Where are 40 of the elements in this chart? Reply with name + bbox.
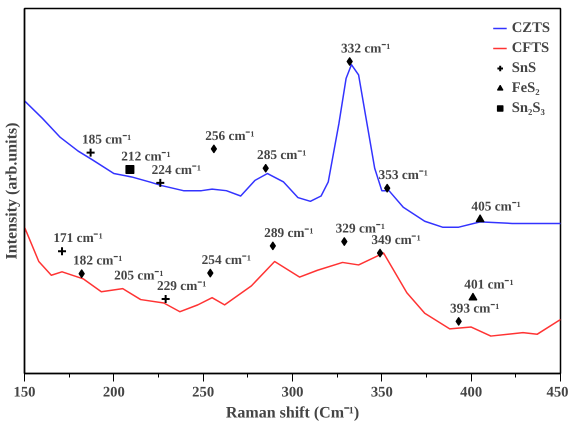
point: [125, 164, 134, 174]
x-tick-label: 150: [14, 384, 36, 400]
annotation: 254 cm⁻¹: [202, 252, 251, 268]
annotation: 405 cm⁻¹: [471, 198, 521, 214]
annotation: 171 cm⁻¹: [53, 230, 103, 246]
point: [86, 148, 96, 158]
annotation: 289 cm⁻¹: [264, 224, 314, 240]
point: [476, 214, 485, 222]
annotation: 182 cm⁻¹: [73, 252, 122, 268]
annotation: 256 cm⁻¹: [205, 128, 255, 143]
point: [270, 241, 276, 250]
point: [210, 144, 218, 154]
annotation: 393 cm⁻¹: [450, 300, 500, 316]
x-tick-label: 200: [102, 384, 125, 400]
legend-label: Sn₂S₃: [512, 100, 545, 116]
annotation: 353 cm⁻¹: [378, 167, 428, 182]
legend-label: FeS₂: [512, 80, 540, 96]
annotation: 401 cm⁻¹: [464, 276, 514, 292]
x-tick-label: 450: [546, 384, 568, 400]
legend-label: CFTS: [512, 40, 550, 56]
annotation: 212 cm⁻¹: [121, 148, 171, 164]
annotation: 332 cm⁻¹: [341, 40, 390, 56]
annotation: 185 cm⁻¹: [82, 132, 132, 147]
point: [160, 294, 171, 304]
point: [155, 178, 166, 188]
point: [57, 246, 68, 256]
y-axis-title: Intensity (arb.units): [4, 122, 20, 260]
x-axis-title: Raman shift (Cm⁻¹): [226, 404, 360, 422]
x-tick-label: 300: [282, 384, 304, 400]
annotation: 229 cm⁻¹: [156, 278, 206, 293]
point: [468, 292, 478, 300]
legend-label: SnS: [512, 60, 536, 76]
annotation: 285 cm⁻¹: [257, 147, 306, 162]
x-tick-label: 400: [460, 384, 482, 400]
point: [376, 248, 384, 258]
x-tick-label: 250: [192, 384, 214, 400]
x-tick-label: 350: [370, 384, 393, 400]
point: [455, 316, 462, 326]
legend-label: CZTS: [512, 20, 550, 36]
annotation: 224 cm⁻¹: [152, 162, 201, 177]
